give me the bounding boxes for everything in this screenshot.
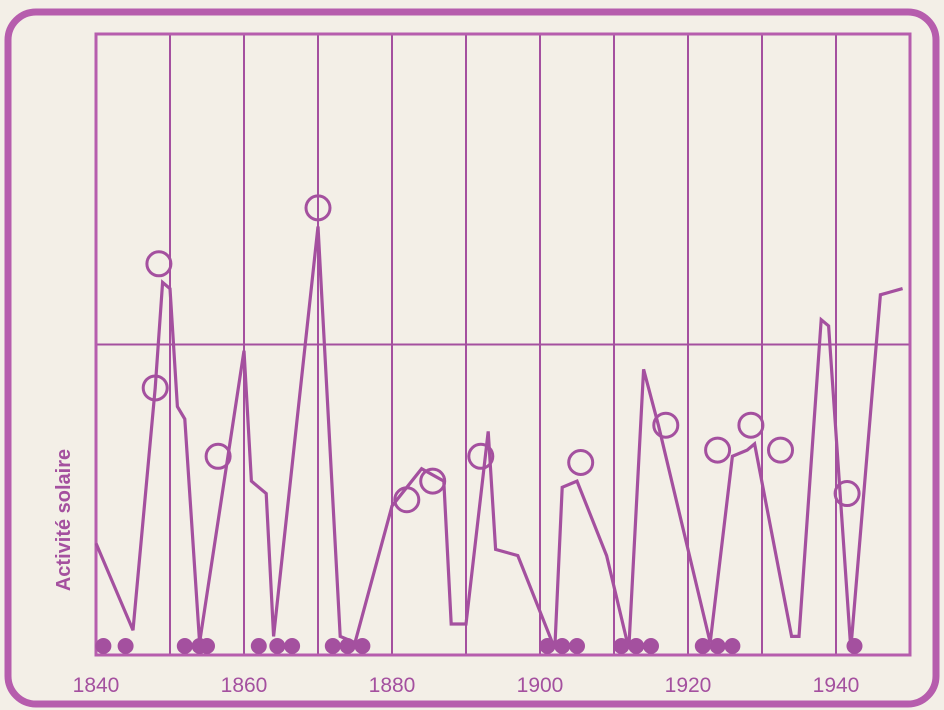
filled-dot-marker [251, 638, 267, 654]
filled-dot-marker [118, 638, 134, 654]
x-tick-label: 1940 [813, 674, 860, 697]
filled-dot-marker [724, 638, 740, 654]
filled-dot-marker [628, 638, 644, 654]
x-tick-label: 1920 [665, 674, 712, 697]
x-tick-label: 1880 [369, 674, 416, 697]
filled-dot-marker [554, 638, 570, 654]
filled-dot-marker [613, 638, 629, 654]
filled-dot-marker [269, 638, 285, 654]
filled-dot-marker [539, 638, 555, 654]
filled-dot-marker [199, 638, 215, 654]
filled-dot-marker [710, 638, 726, 654]
y-axis-label: Activité solaire [53, 449, 75, 591]
x-tick-label: 1900 [517, 674, 564, 697]
filled-dot-marker [284, 638, 300, 654]
filled-dot-marker [643, 638, 659, 654]
x-tick-label: 1860 [221, 674, 268, 697]
filled-dot-marker [354, 638, 370, 654]
filled-dot-marker [325, 638, 341, 654]
chart-card-frame [8, 12, 936, 704]
filled-dot-marker [340, 638, 356, 654]
filled-dot-marker [569, 638, 585, 654]
x-tick-label: 1840 [73, 674, 120, 697]
filled-dot-marker [177, 638, 193, 654]
filled-dot-marker [695, 638, 711, 654]
filled-dot-marker [95, 638, 111, 654]
filled-dot-marker [847, 638, 863, 654]
